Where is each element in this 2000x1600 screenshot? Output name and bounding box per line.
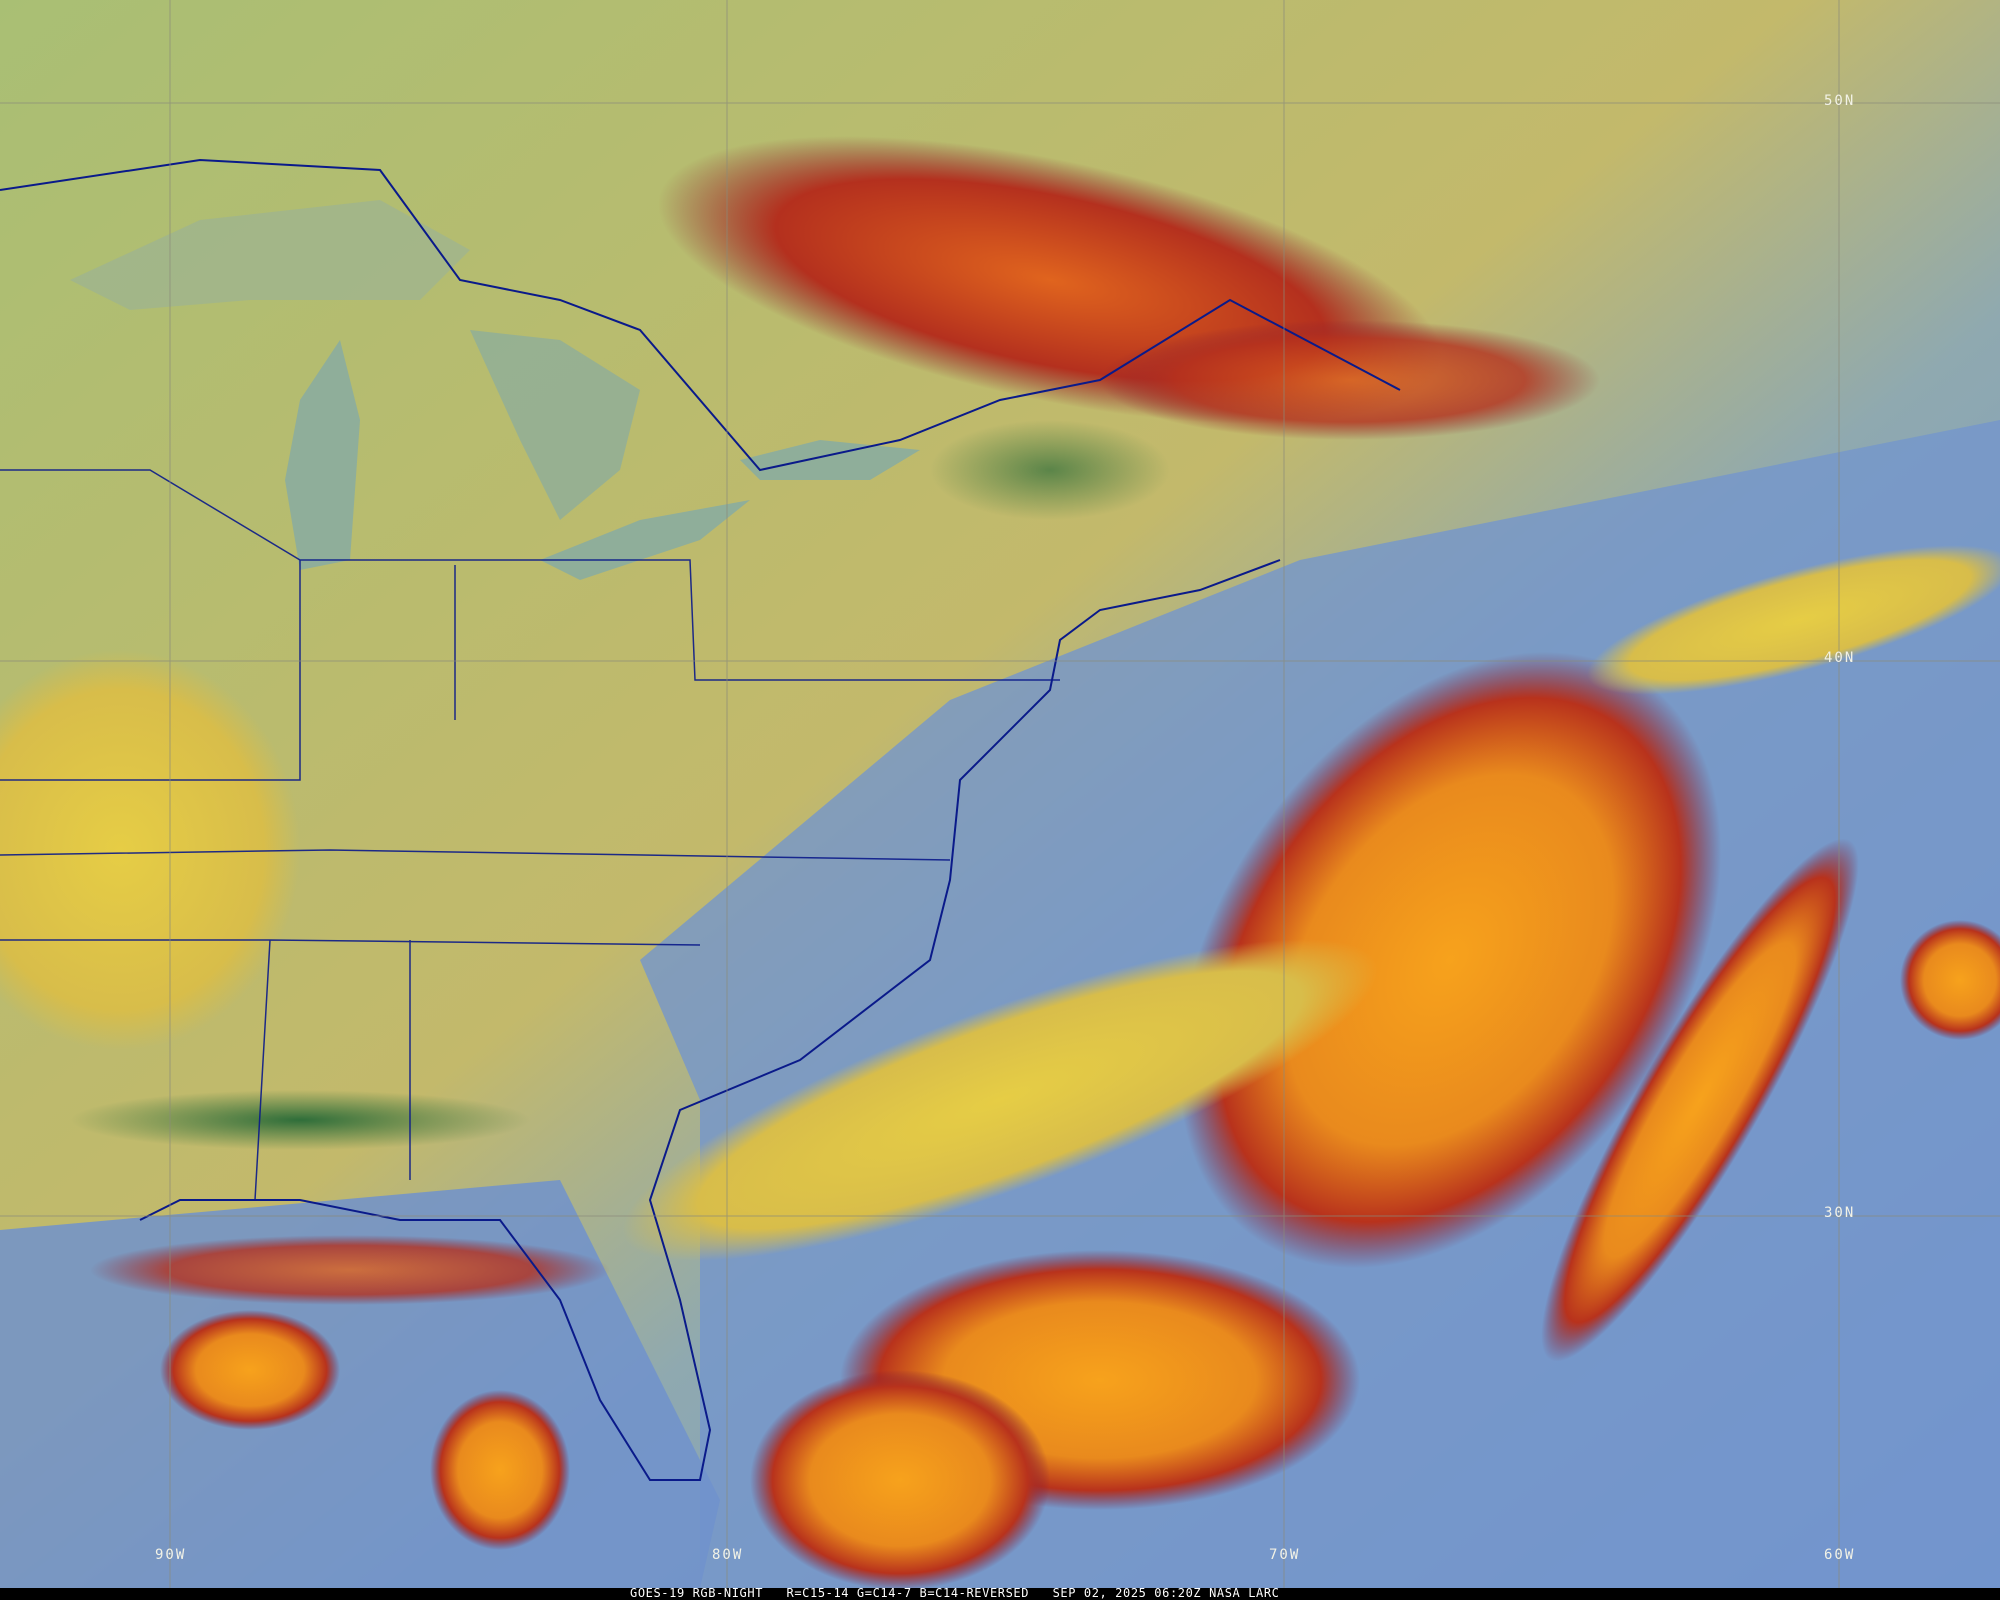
low-cloud-atlantic [622, 939, 1378, 1261]
caption-credit: NASA LARC [1209, 1586, 1280, 1600]
cloud-band-north-2 [1100, 320, 1600, 440]
cloud-band-gulf [90, 1235, 610, 1305]
caption-datetime: SEP 02, 2025 06:20Z [1052, 1586, 1202, 1600]
green-cloud-ne [930, 420, 1170, 520]
latitude-label-30n: 30N [1824, 1205, 1856, 1221]
caption-bar: GOES-19 RGB-NIGHT R=C15-14 G=C14-7 B=C14… [0, 1586, 2000, 1600]
low-cloud-west [0, 650, 300, 1050]
cloud-gulf-1 [430, 1390, 570, 1550]
green-cloud-south [70, 1090, 530, 1150]
cloud-band-east [1541, 838, 1859, 1362]
low-cloud-northeast [1587, 545, 2000, 695]
caption-text: GOES-19 RGB-NIGHT R=C15-14 G=C14-7 B=C14… [630, 1586, 1280, 1600]
longitude-label-70w: 70W [1269, 1547, 1301, 1563]
state-borders [0, 469, 1060, 1201]
cloud-east-edge [1900, 920, 2000, 1040]
longitude-label-80w: 80W [712, 1547, 744, 1563]
cloud-system-central [1178, 651, 1722, 1269]
lake-huron [470, 330, 640, 520]
canada-us-border [0, 158, 1401, 472]
caption-channels: R=C15-14 G=C14-7 B=C14-REVERSED [786, 1586, 1030, 1600]
longitude-label-60w: 60W [1824, 1547, 1856, 1563]
lake-michigan [285, 340, 360, 570]
cloud-system-bahamas [750, 1370, 1050, 1588]
latitude-label-50n: 50N [1824, 93, 1856, 109]
latitude-label-40n: 40N [1824, 650, 1856, 666]
longitude-label-90w: 90W [155, 1547, 187, 1563]
caption-satellite: GOES-19 RGB-NIGHT [630, 1586, 764, 1600]
lake-ontario [740, 440, 920, 480]
east-coast-outline [139, 559, 1281, 1481]
cloud-gulf-2 [160, 1310, 340, 1430]
